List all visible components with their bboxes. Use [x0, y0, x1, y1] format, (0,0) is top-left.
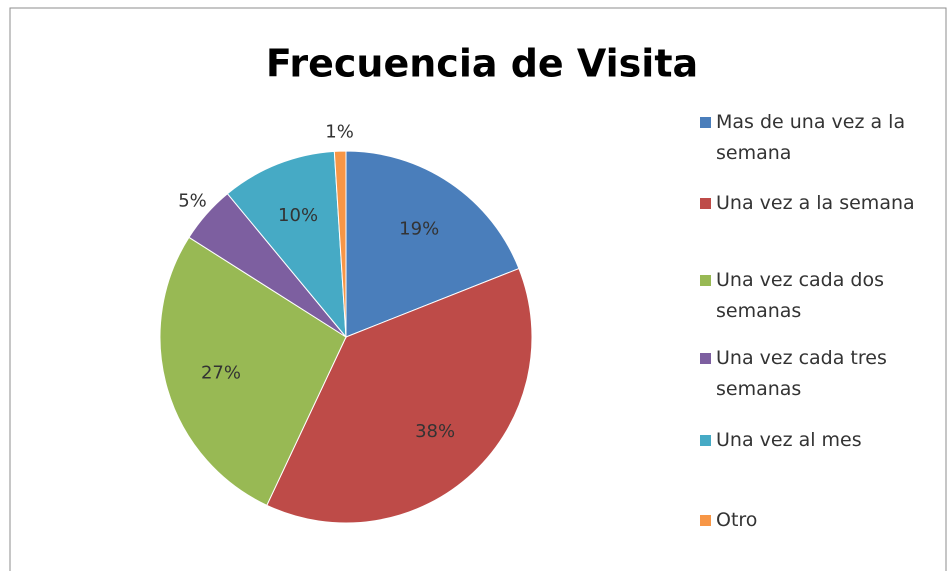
legend-entry: Otro — [700, 505, 940, 536]
legend-swatch — [700, 117, 711, 128]
legend-label: Una vez cada dos semanas — [716, 269, 884, 322]
pie-slice — [333, 150, 347, 338]
legend-entry: Mas de una vez a la semana — [700, 107, 940, 169]
legend-entry: Una vez cada tres semanas — [700, 343, 940, 405]
legend-swatch — [700, 198, 711, 209]
pie-slice — [266, 267, 533, 524]
data-label: 5% — [178, 191, 207, 212]
legend-swatch — [700, 435, 711, 446]
legend-label: Mas de una vez a la semana — [716, 111, 906, 164]
data-label: 19% — [399, 218, 439, 239]
legend-label: Otro — [716, 509, 758, 531]
data-label: 38% — [415, 421, 455, 442]
data-label: 27% — [201, 362, 241, 383]
legend-entry: Una vez a la semana — [700, 188, 940, 219]
pie-slice — [345, 150, 520, 338]
data-label: 1% — [325, 122, 354, 143]
legend-swatch — [700, 353, 711, 364]
legend-swatch — [700, 515, 711, 526]
data-label: 10% — [278, 205, 318, 226]
legend-entry: Una vez cada dos semanas — [700, 265, 940, 327]
legend-entry: Una vez al mes — [700, 425, 940, 456]
pie-slice — [226, 150, 347, 339]
pie-slice — [159, 236, 347, 506]
legend-label: Una vez al mes — [716, 429, 862, 451]
legend-label: Una vez a la semana — [716, 192, 915, 214]
legend-label: Una vez cada tres semanas — [716, 347, 887, 400]
chart-title: Frecuencia de Visita — [266, 42, 698, 86]
legend-swatch — [700, 275, 711, 286]
